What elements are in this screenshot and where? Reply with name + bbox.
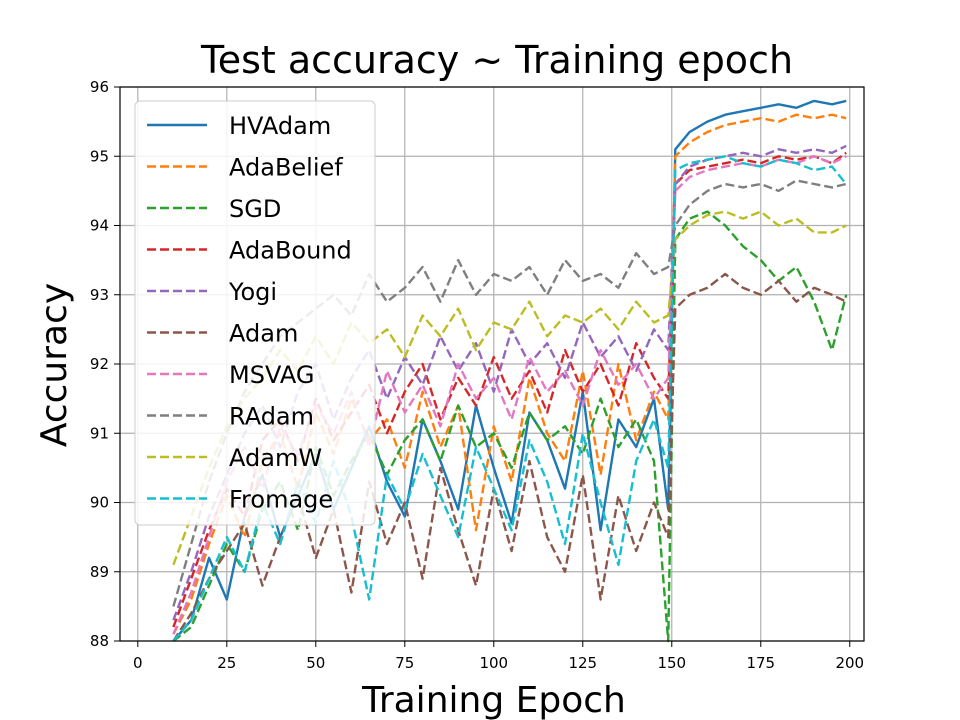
y-tick-label: 94 [90, 217, 109, 235]
y-tick-label: 93 [90, 286, 109, 304]
legend-label: AdamW [229, 444, 322, 472]
y-axis-ticks: 88 89 90 91 92 93 94 95 96 [90, 78, 120, 650]
x-tick-label: 75 [395, 654, 414, 672]
y-tick-label: 88 [90, 632, 109, 650]
x-tick-label: 25 [217, 654, 236, 672]
legend-label: Fromage [229, 486, 333, 514]
legend-label: AdaBelief [229, 154, 343, 182]
y-axis-title: Accuracy [34, 283, 75, 447]
legend-label: RAdam [229, 403, 314, 431]
chart-title: Test accuracy ~ Training epoch [200, 38, 793, 82]
series-line-sgd [172, 210, 848, 643]
y-tick-label: 91 [90, 424, 109, 442]
x-tick-label: 125 [568, 654, 597, 672]
x-axis-ticks: 0 25 50 75 100 125 150 175 200 [133, 641, 864, 672]
series-line-adabelief [172, 113, 847, 635]
legend-label: AdaBound [229, 237, 352, 265]
x-tick-label: 150 [657, 654, 686, 672]
legend-label: Yogi [228, 278, 277, 306]
x-tick-label: 100 [479, 654, 508, 672]
x-axis-title: Training Epoch [361, 680, 626, 720]
y-tick-label: 95 [90, 147, 109, 165]
x-tick-label: 50 [306, 654, 325, 672]
legend-label: HVAdam [229, 112, 331, 140]
legend: HVAdam AdaBelief SGD AdaBound Yogi Adam MSVAG R… [134, 100, 376, 526]
y-tick-label: 89 [90, 563, 109, 581]
x-tick-label: 0 [133, 654, 143, 672]
y-tick-label: 92 [90, 355, 109, 373]
y-tick-label: 90 [90, 494, 109, 512]
x-tick-label: 200 [835, 654, 864, 672]
legend-label: MSVAG [229, 361, 314, 389]
legend-label: Adam [229, 320, 298, 348]
y-tick-label: 96 [90, 78, 109, 96]
x-tick-label: 175 [746, 654, 775, 672]
series-line-adabound [172, 151, 847, 628]
legend-label: SGD [229, 195, 281, 223]
